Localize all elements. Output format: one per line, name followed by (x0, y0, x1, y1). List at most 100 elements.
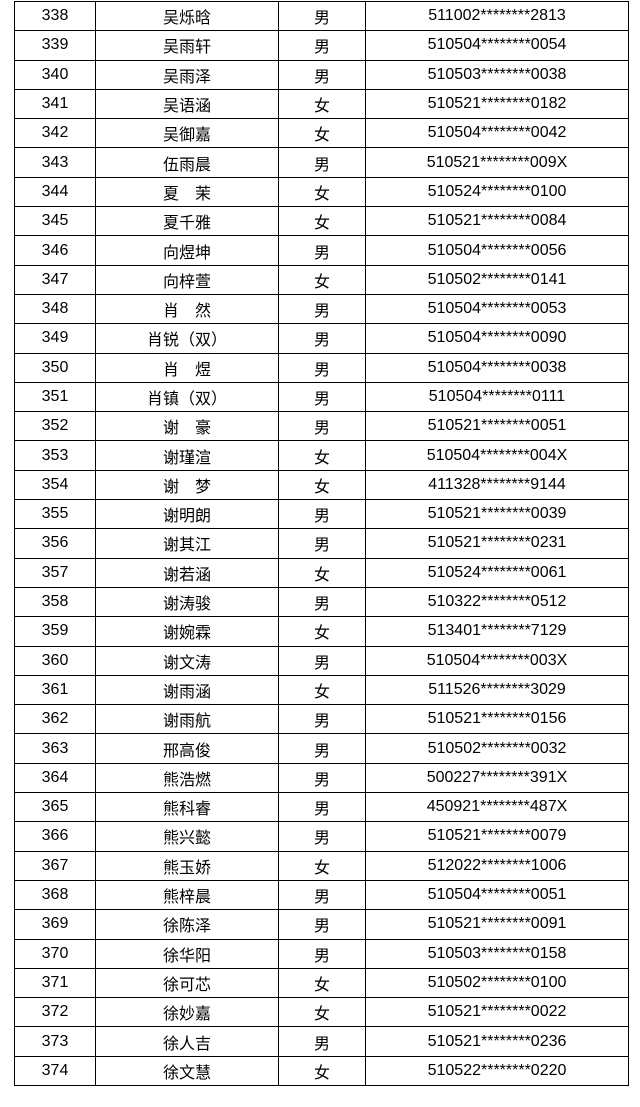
row-number: 353 (14, 440, 96, 471)
student-name: 熊兴懿 (95, 821, 279, 852)
row-number: 339 (14, 30, 96, 61)
gender: 女 (278, 440, 366, 471)
gender: 女 (278, 206, 366, 237)
row-number: 355 (14, 499, 96, 530)
gender: 男 (278, 792, 366, 823)
row-number: 342 (14, 118, 96, 149)
id-number: 510524********0100 (365, 176, 629, 208)
id-number: 510504********004X (365, 440, 629, 471)
id-number: 510504********0053 (365, 293, 629, 325)
table-row: 349 肖锐（双）男 510504********0090 (14, 323, 629, 354)
table-row: 343 伍雨晨男 510521********009X (14, 147, 629, 178)
gender: 女 (278, 967, 366, 999)
id-number: 510503********0038 (365, 59, 629, 90)
id-number: 510502********0032 (365, 733, 629, 764)
table-row: 345 夏千雅女 510521********0084 (14, 206, 629, 237)
table-row: 347 向梓萱女 510502********0141 (14, 264, 629, 295)
table-row: 366 熊兴懿男 510521********0079 (14, 821, 629, 852)
gender: 男 (278, 147, 366, 178)
row-number: 340 (14, 59, 96, 90)
table-row: 359 谢婉霖女 513401********7129 (14, 616, 629, 647)
student-name: 向梓萱 (95, 264, 279, 295)
student-name: 徐人吉 (95, 1026, 279, 1057)
row-number: 368 (14, 879, 96, 911)
student-name: 夏 茉 (95, 176, 279, 208)
row-number: 366 (14, 821, 96, 852)
student-name: 吴御嘉 (95, 118, 279, 149)
gender: 男 (278, 586, 366, 618)
student-name: 谢婉霖 (95, 616, 279, 647)
student-name: 吴雨轩 (95, 30, 279, 61)
row-number: 363 (14, 733, 96, 764)
student-name: 熊玉娇 (95, 850, 279, 881)
roster-table: 338 吴烁晗男 511002********2813 339 吴雨轩男 510504**… (14, 0, 629, 1086)
gender: 男 (278, 704, 366, 735)
student-name: 谢明朗 (95, 499, 279, 530)
id-number: 513401********7129 (365, 616, 629, 647)
row-number: 356 (14, 528, 96, 559)
table-row: 365 熊科睿男 450921********487X (14, 792, 629, 823)
gender: 男 (278, 1026, 366, 1057)
row-number: 341 (14, 88, 96, 120)
gender: 男 (278, 645, 366, 676)
row-number: 364 (14, 762, 96, 794)
gender: 女 (278, 997, 366, 1028)
student-name: 吴烁晗 (95, 0, 279, 32)
row-number: 357 (14, 557, 96, 588)
student-name: 伍雨晨 (95, 147, 279, 178)
id-number: 510504********0111 (365, 381, 629, 413)
student-name: 吴雨泽 (95, 59, 279, 90)
table-row: 358 谢涛骏男 510322********0512 (14, 586, 629, 618)
table-row: 367 熊玉娇女 512022********1006 (14, 850, 629, 881)
id-number: 510502********0100 (365, 967, 629, 999)
id-number: 510504********0054 (365, 30, 629, 61)
id-number: 510504********0038 (365, 352, 629, 383)
gender: 男 (278, 0, 366, 32)
id-number: 512022********1006 (365, 850, 629, 881)
row-number: 359 (14, 616, 96, 647)
id-number: 510504********0056 (365, 235, 629, 266)
id-number: 510521********0231 (365, 528, 629, 559)
row-number: 338 (14, 0, 96, 32)
gender: 女 (278, 674, 366, 706)
student-name: 徐可芯 (95, 967, 279, 999)
student-name: 谢涛骏 (95, 586, 279, 618)
row-number: 344 (14, 176, 96, 208)
id-number: 510322********0512 (365, 586, 629, 618)
row-number: 365 (14, 792, 96, 823)
table-row: 373 徐人吉男 510521********0236 (14, 1026, 629, 1057)
table-row: 354 谢 梦女 411328********9144 (14, 469, 629, 501)
id-number: 500227********391X (365, 762, 629, 794)
id-number: 510504********0042 (365, 118, 629, 149)
gender: 女 (278, 118, 366, 149)
gender: 男 (278, 411, 366, 442)
student-name: 徐华阳 (95, 938, 279, 969)
student-name: 谢雨航 (95, 704, 279, 735)
id-number: 411328********9144 (365, 469, 629, 501)
gender: 男 (278, 381, 366, 413)
gender: 女 (278, 264, 366, 295)
row-number: 370 (14, 938, 96, 969)
student-name: 谢 豪 (95, 411, 279, 442)
gender: 男 (278, 879, 366, 911)
table-row: 352 谢 豪男 510521********0051 (14, 411, 629, 442)
row-number: 345 (14, 206, 96, 237)
table-row: 350 肖 煜男 510504********0038 (14, 352, 629, 383)
row-number: 348 (14, 293, 96, 325)
gender: 男 (278, 293, 366, 325)
table-row: 360 谢文涛男 510504********003X (14, 645, 629, 676)
row-number: 362 (14, 704, 96, 735)
student-name: 吴语涵 (95, 88, 279, 120)
student-name: 谢雨涵 (95, 674, 279, 706)
table-row: 339 吴雨轩男 510504********0054 (14, 30, 629, 61)
id-number: 510504********003X (365, 645, 629, 676)
table-row: 372 徐妙嘉女 510521********0022 (14, 997, 629, 1028)
table-row: 371 徐可芯女 510502********0100 (14, 967, 629, 999)
row-number: 369 (14, 909, 96, 940)
student-name: 肖镇（双） (95, 381, 279, 413)
table-row: 374 徐文慧女 510522********0220 (14, 1055, 629, 1086)
id-number: 510521********0156 (365, 704, 629, 735)
gender: 男 (278, 352, 366, 383)
row-number: 373 (14, 1026, 96, 1057)
gender: 男 (278, 499, 366, 530)
